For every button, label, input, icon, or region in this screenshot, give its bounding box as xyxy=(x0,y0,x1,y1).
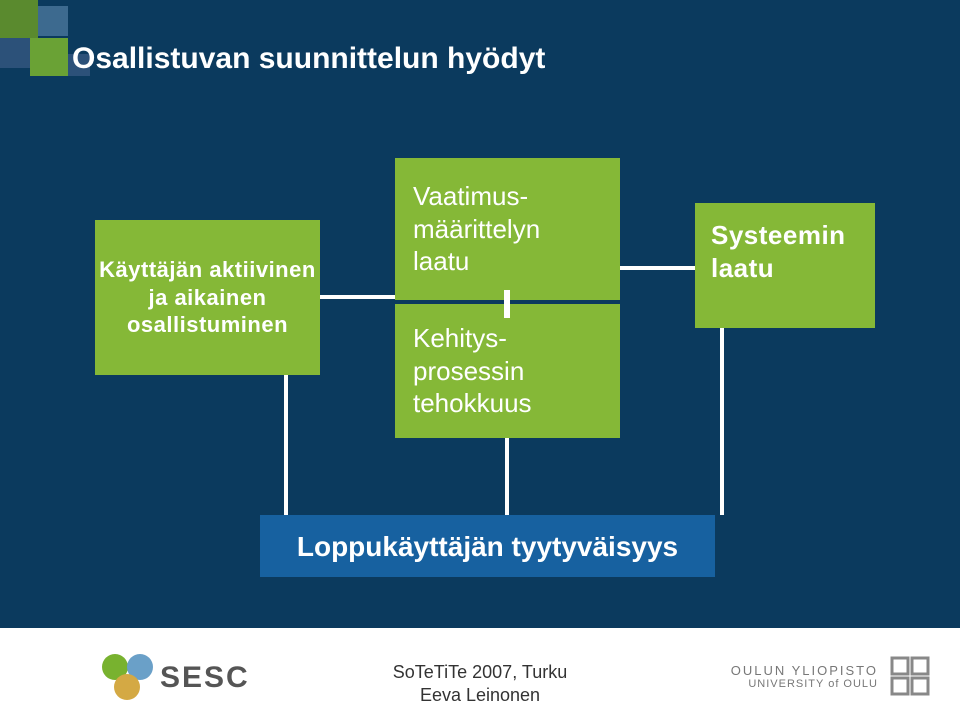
slide-root: Osallistuvan suunnittelun hyödyt Käyttäj… xyxy=(0,0,960,716)
arrow-mid-down xyxy=(505,438,509,515)
corner-square xyxy=(30,38,68,76)
corner-square xyxy=(0,38,30,68)
oulu-logo: OULUN YLIOPISTO UNIVERSITY of OULU xyxy=(731,654,932,698)
box-user-participation: Käyttäjän aktiivinen ja aikainen osallis… xyxy=(95,220,320,375)
arrow-right-down xyxy=(720,328,724,515)
footer-bar: SESC SoTeTiTe 2007, Turku Eeva Leinonen … xyxy=(0,628,960,716)
arrow-mid-to-right xyxy=(620,266,695,270)
page-title: Osallistuvan suunnittelun hyödyt xyxy=(72,42,545,76)
corner-square xyxy=(38,6,68,36)
corner-square xyxy=(0,0,38,38)
box-system-quality: Systeeminlaatu xyxy=(695,203,875,328)
oulu-glyph-icon xyxy=(888,654,932,698)
oulu-line2: UNIVERSITY of OULU xyxy=(731,678,878,690)
box-process-efficiency: Kehitys-prosessintehokkuus xyxy=(395,304,620,438)
oulu-logo-text: OULUN YLIOPISTO UNIVERSITY of OULU xyxy=(731,663,878,690)
box-requirements-quality: Vaatimus-määrittelynlaatu xyxy=(395,158,620,300)
arrow-left-to-mid xyxy=(320,295,395,299)
oulu-line1: OULUN YLIOPISTO xyxy=(731,663,878,678)
arrow-left-down xyxy=(284,375,288,515)
box-user-satisfaction: Loppukäyttäjän tyytyväisyys xyxy=(260,515,715,577)
